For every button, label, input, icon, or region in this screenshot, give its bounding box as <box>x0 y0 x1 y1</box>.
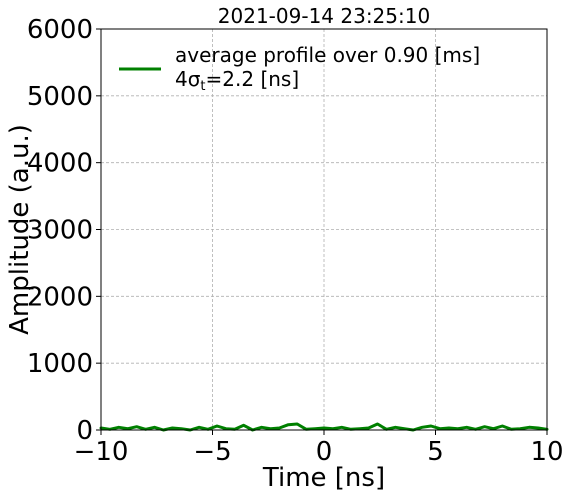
legend-label-line2: 4σt=2.2 [ns] <box>175 67 299 94</box>
x-tick-label: 5 <box>427 437 444 467</box>
x-tick-label: −5 <box>193 437 231 467</box>
y-tick-label: 3000 <box>27 216 93 246</box>
legend-line2-subscript: t <box>200 79 205 94</box>
y-tick-label: 1000 <box>27 349 93 379</box>
y-tick-label: 5000 <box>27 82 93 112</box>
x-tick-label: −10 <box>74 437 129 467</box>
series-line-average-profile <box>99 422 549 432</box>
x-tick-label: 10 <box>530 437 563 467</box>
y-tick-label: 4000 <box>27 149 93 179</box>
y-tick-label: 6000 <box>27 15 93 45</box>
grid <box>101 29 547 430</box>
axis-ticks: −10 −5 0 5 10 0 1000 2000 3000 4000 5000 6000 <box>27 15 564 467</box>
legend-line2-suffix: =2.2 [ns] <box>206 67 300 91</box>
legend-line2-prefix: 4σ <box>175 67 201 91</box>
y-tick-label: 0 <box>76 416 93 446</box>
legend: average profile over 0.90 [ms] 4σt=2.2 [… <box>119 43 480 94</box>
x-tick-label: 0 <box>316 437 333 467</box>
y-axis-label: Amplitude (a.u.) <box>5 124 35 335</box>
x-axis-label: Time [ns] <box>262 463 385 493</box>
legend-label-line1: average profile over 0.90 [ms] <box>175 43 480 67</box>
y-tick-label: 2000 <box>27 282 93 312</box>
chart-title: 2021-09-14 23:25:10 <box>218 4 430 28</box>
